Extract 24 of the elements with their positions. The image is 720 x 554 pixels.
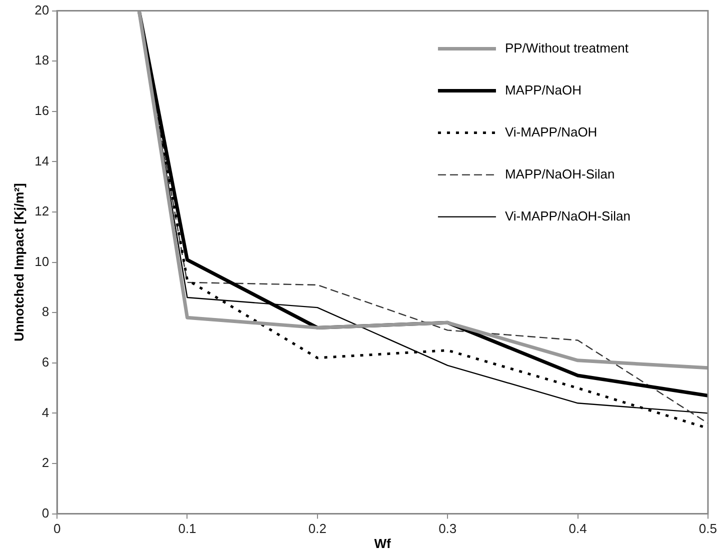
y-tick-label: 20 [34,2,50,18]
x-tick-label: 0.4 [568,521,587,536]
x-tick-label: 0 [53,521,61,536]
x-tick-label: 0.2 [308,521,326,536]
y-tick-label: 6 [42,354,50,370]
y-tick-label: 8 [42,304,50,320]
legend-label: Vi-MAPP/NaOH-Silan [504,208,630,224]
x-tick-label: 0.5 [698,521,718,536]
legend-label: MAPP/NaOH [504,82,582,98]
y-tick-label: 12 [34,204,50,219]
y-axis-title: Unnotched Impact [Kj/m²] [11,183,26,342]
x-tick-label: 0.1 [178,521,196,536]
legend-label: Vi-MAPP/NaOH [504,124,598,140]
y-tick-label: 10 [34,254,50,269]
x-axis-title: Wf [374,536,392,551]
legend-label: MAPP/NaOH-Silan [504,166,615,182]
x-tick-label: 0.3 [438,521,457,536]
legend-label: PP/Without treatment [504,40,629,56]
y-tick-label: 2 [42,455,50,470]
y-tick-label: 18 [34,52,50,68]
y-tick-label: 4 [42,404,50,420]
y-tick-label: 0 [42,505,50,520]
y-tick-label: 16 [34,102,50,118]
y-tick-label: 14 [34,153,50,168]
